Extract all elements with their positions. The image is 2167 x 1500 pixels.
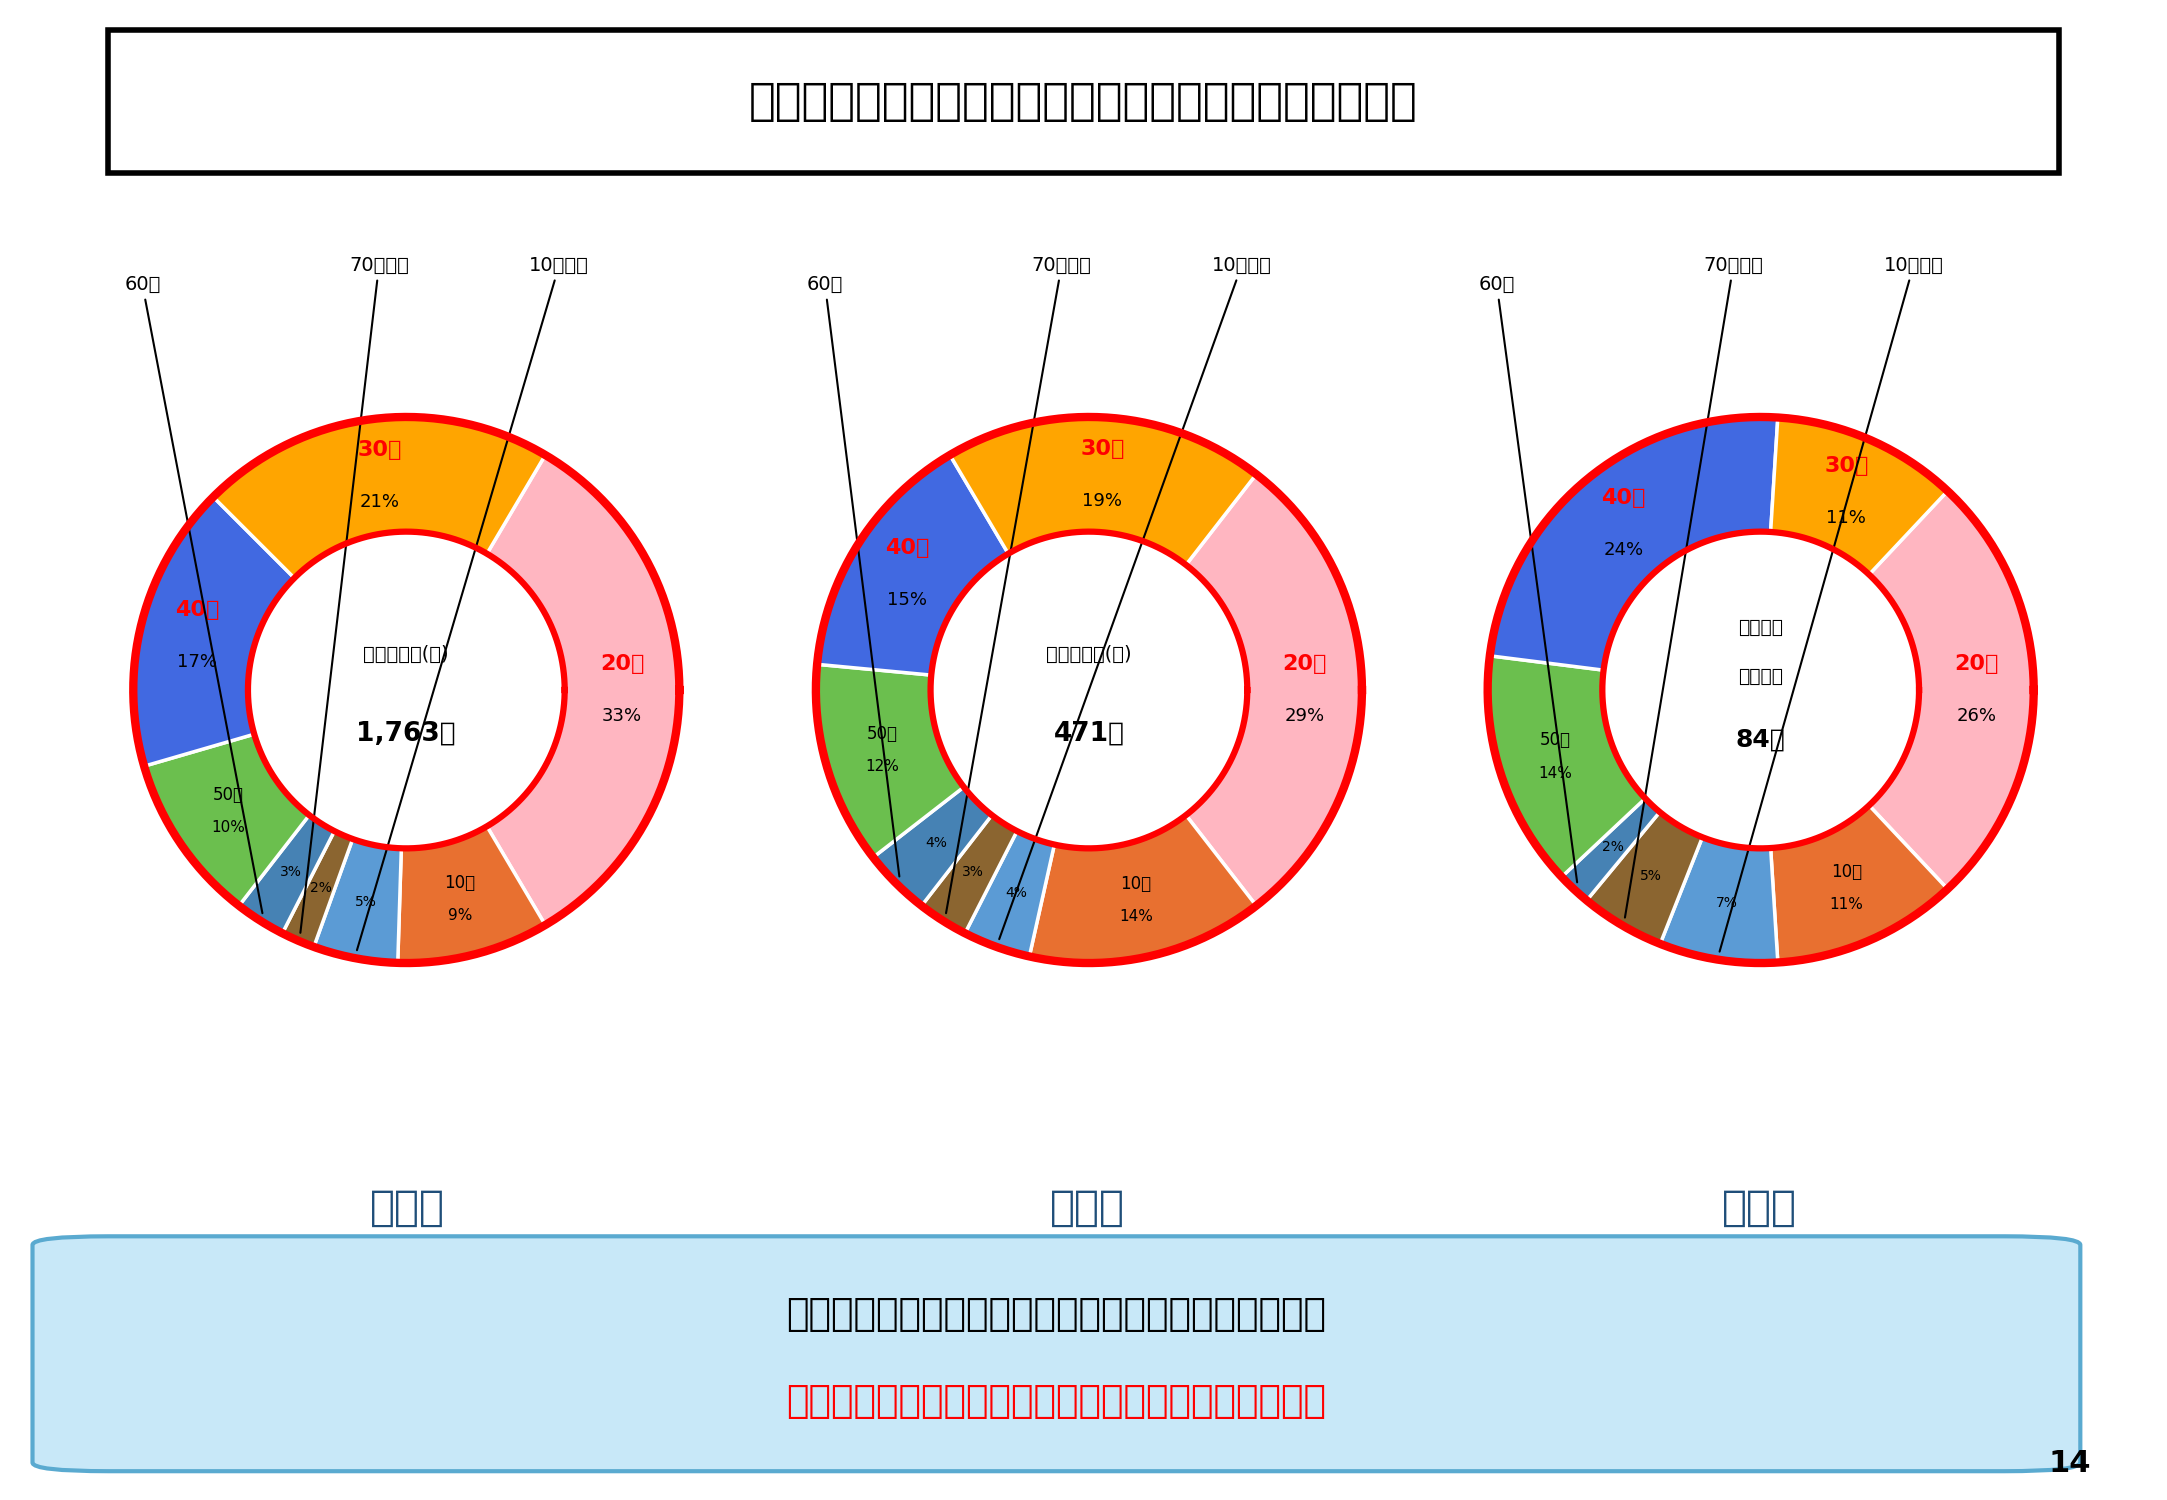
Text: 20代: 20代 [1955, 654, 1998, 674]
Circle shape [251, 534, 561, 846]
Text: 東京都・大阪府及び奈良市における感染者の年代別割合: 東京都・大阪府及び奈良市における感染者の年代別割合 [750, 80, 1417, 123]
Text: 10代: 10代 [1120, 874, 1151, 892]
Wedge shape [314, 839, 401, 963]
Text: 40代: 40代 [884, 538, 930, 558]
Text: 11%: 11% [1827, 509, 1866, 526]
Text: 40代: 40代 [176, 600, 219, 621]
Wedge shape [134, 496, 295, 766]
Text: 30代: 30代 [1825, 456, 1868, 476]
Text: 3%: 3% [962, 865, 984, 879]
Text: 12%: 12% [865, 759, 899, 774]
Text: 1,763人: 1,763人 [358, 720, 455, 747]
Text: 5%: 5% [1640, 868, 1662, 882]
Text: 19%: 19% [1084, 492, 1123, 510]
Text: 17%: 17% [178, 654, 217, 672]
Wedge shape [1770, 417, 1948, 574]
Circle shape [934, 534, 1244, 846]
Text: 4%: 4% [1005, 886, 1027, 900]
Text: 50代: 50代 [212, 786, 243, 804]
Wedge shape [238, 815, 334, 933]
Wedge shape [1185, 474, 1361, 906]
Wedge shape [488, 454, 678, 926]
Text: 14: 14 [2048, 1449, 2091, 1478]
Text: 今後、奈良においても、２０代〜４０代の急増が懸念: 今後、奈良においても、２０代〜４０代の急増が懸念 [787, 1383, 1326, 1419]
Text: 5%: 5% [355, 896, 377, 909]
Text: 2%: 2% [310, 880, 332, 896]
Text: 21%: 21% [360, 494, 399, 512]
Text: 10%: 10% [210, 821, 245, 836]
Wedge shape [1029, 815, 1257, 963]
Text: 60代: 60代 [806, 274, 899, 876]
Text: 40代: 40代 [1601, 488, 1645, 508]
Text: 50代: 50代 [1541, 732, 1571, 750]
Wedge shape [1489, 417, 1777, 670]
Text: 70代以上: 70代以上 [1625, 256, 1764, 918]
Text: 33%: 33% [602, 706, 641, 724]
Wedge shape [817, 454, 1008, 675]
Wedge shape [212, 417, 546, 578]
Text: 10代: 10代 [444, 873, 475, 891]
Text: 70代以上: 70代以上 [947, 256, 1092, 913]
FancyBboxPatch shape [33, 1236, 2080, 1472]
Wedge shape [282, 831, 353, 946]
Wedge shape [1562, 798, 1660, 900]
Text: 20代: 20代 [1283, 654, 1326, 674]
Text: 29%: 29% [1285, 706, 1324, 724]
Circle shape [1606, 534, 1916, 846]
Text: 〜２５日: 〜２５日 [1738, 668, 1783, 686]
Text: 10代: 10代 [1831, 862, 1861, 880]
Text: 10歳未満: 10歳未満 [1721, 256, 1944, 951]
Text: 4%: 4% [925, 836, 947, 849]
Wedge shape [145, 734, 310, 906]
Text: 10歳未満: 10歳未満 [358, 256, 589, 950]
Wedge shape [921, 815, 1016, 933]
Text: 大阪府: 大阪府 [1051, 1186, 1125, 1228]
Text: 東京都: 東京都 [371, 1186, 444, 1228]
Wedge shape [399, 827, 546, 963]
Text: 60代: 60代 [124, 274, 262, 914]
Text: 26%: 26% [1957, 706, 1996, 724]
Wedge shape [873, 788, 992, 906]
Wedge shape [817, 664, 964, 858]
Text: 20代: 20代 [600, 654, 644, 674]
Wedge shape [949, 417, 1257, 566]
Text: 14%: 14% [1118, 909, 1153, 924]
Text: 14%: 14% [1539, 765, 1573, 780]
Text: 30代: 30代 [358, 440, 401, 460]
Wedge shape [1660, 837, 1777, 963]
Wedge shape [1489, 656, 1645, 878]
FancyBboxPatch shape [108, 30, 2059, 172]
Text: 15%: 15% [886, 591, 927, 609]
Text: 84人: 84人 [1736, 728, 1786, 752]
Text: 60代: 60代 [1478, 274, 1578, 882]
Wedge shape [1870, 490, 2033, 890]
Text: ７月２５日(日): ７月２５日(日) [1047, 645, 1131, 664]
Text: 2%: 2% [1601, 840, 1623, 854]
Wedge shape [1770, 806, 1948, 963]
Text: 10歳未満: 10歳未満 [999, 256, 1272, 939]
Text: 30代: 30代 [1081, 440, 1125, 459]
Wedge shape [964, 831, 1055, 957]
Text: 11%: 11% [1829, 897, 1864, 912]
Text: 東京・大阪における感染の約半数は、２０代と３０代: 東京・大阪における感染の約半数は、２０代と３０代 [787, 1296, 1326, 1332]
Text: 70代以上: 70代以上 [301, 256, 410, 933]
Text: 471人: 471人 [1053, 720, 1125, 747]
Text: ７月１日: ７月１日 [1738, 618, 1783, 636]
Wedge shape [1586, 812, 1703, 944]
Text: 7%: 7% [1716, 896, 1738, 910]
Text: 3%: 3% [280, 865, 301, 879]
Text: 9%: 9% [449, 908, 472, 922]
Text: 50代: 50代 [867, 724, 897, 742]
Text: 奈良市: 奈良市 [1723, 1186, 1796, 1228]
Text: 24%: 24% [1604, 540, 1643, 558]
Text: ７月２５日(日): ７月２５日(日) [364, 645, 449, 664]
